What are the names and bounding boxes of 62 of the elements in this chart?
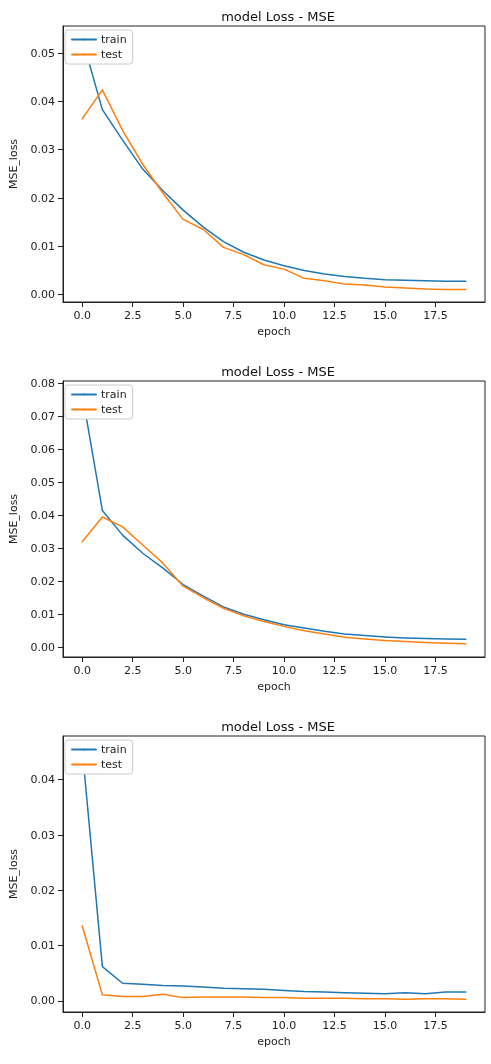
y-tick-label: 0.04 [30,94,55,108]
x-tick-label: 7.5 [224,664,243,677]
x-tick-label: 15.0 [372,664,398,677]
y-tick-label: 0.00 [30,994,55,1008]
y-tick-label: 0.08 [30,377,55,391]
y-tick-label: 0.02 [30,574,55,588]
x-tick-label: 17.5 [423,664,448,677]
x-tick-label: 5.0 [174,664,192,677]
x-tick-label: 15.0 [372,309,398,322]
x-tick-label: 2.5 [123,309,142,322]
y-tick-label: 0.07 [30,410,55,424]
x-tick-label: 12.5 [322,309,347,322]
x-tick-label: 7.5 [224,1019,243,1032]
y-tick-label: 0.06 [30,443,55,457]
y-axis-title: MSE_loss [7,493,20,545]
x-tick-label: 17.5 [423,309,448,322]
x-axis-title: epoch [257,324,291,338]
legend-label: train [101,388,127,401]
x-tick-label: 5.0 [174,309,192,322]
y-tick-label: 0.01 [30,239,55,253]
x-axis-title: epoch [257,679,291,693]
y-tick-label: 0.05 [30,475,55,489]
line-series [81,924,467,1001]
x-tick-label: 10.0 [271,664,297,677]
x-tick-label: 7.5 [224,309,243,322]
y-tick-label: 0.03 [30,541,55,555]
x-tick-label: 10.0 [271,309,297,322]
x-tick-label: 12.5 [322,664,347,677]
chart-title: model Loss - MSE [221,719,335,734]
y-tick-label: 0.03 [30,828,55,842]
x-tick-label: 0.0 [73,1019,91,1032]
y-tick-label: 0.01 [30,939,55,953]
chart-title: model Loss - MSE [221,364,335,379]
y-tick-label: 0.00 [30,640,55,654]
legend-label: test [101,758,123,771]
x-tick-label: 10.0 [271,1019,297,1032]
chart-title: model Loss - MSE [221,9,335,24]
x-tick-label: 2.5 [123,664,142,677]
y-tick-label: 0.02 [30,883,55,897]
x-tick-label: 5.0 [174,1019,192,1032]
x-tick-label: 12.5 [322,1019,347,1032]
legend-label: train [101,33,127,46]
y-axis-title: MSE_loss [7,848,20,900]
x-axis-title: epoch [257,1034,291,1048]
y-tick-label: 0.03 [30,143,55,157]
line-series [81,516,467,645]
y-tick-label: 0.00 [30,288,55,302]
y-tick-label: 0.01 [30,607,55,621]
y-tick-label: 0.04 [30,508,55,522]
line-series [81,89,467,291]
x-tick-label: 0.0 [73,664,91,677]
y-tick-label: 0.02 [30,191,55,205]
x-tick-label: 0.0 [73,309,91,322]
y-axis-title: MSE_loss [7,138,20,190]
legend-label: test [101,403,123,416]
legend-label: test [101,48,123,61]
x-tick-label: 2.5 [123,1019,142,1032]
x-tick-label: 15.0 [372,1019,398,1032]
x-tick-label: 17.5 [423,1019,448,1032]
legend-label: train [101,743,127,756]
y-tick-label: 0.05 [30,46,55,60]
y-tick-label: 0.04 [30,773,55,787]
